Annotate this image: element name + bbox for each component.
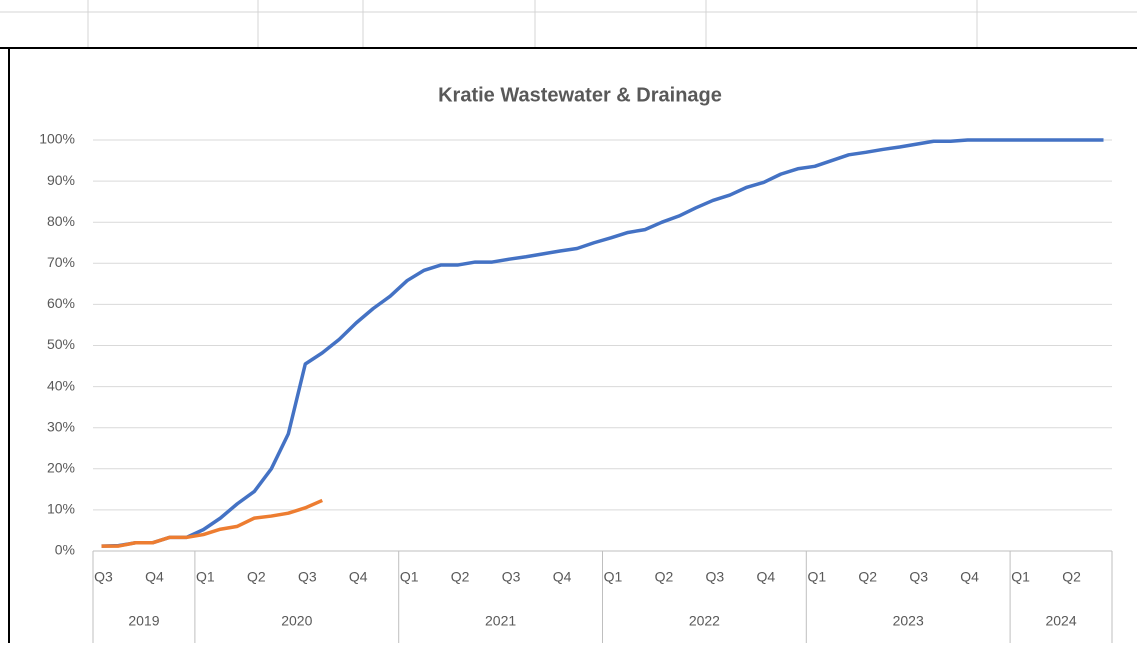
y-tick-label: 100% — [39, 131, 75, 147]
x-group-label: 2019 — [128, 613, 159, 629]
x-tick-label: Q2 — [1062, 569, 1081, 585]
series-line — [101, 138, 1104, 548]
x-tick-label: Q3 — [298, 569, 317, 585]
x-group-label: 2021 — [485, 613, 516, 629]
y-tick-label: 0% — [55, 542, 75, 558]
x-tick-label: Q3 — [94, 569, 113, 585]
x-group-label: 2024 — [1045, 613, 1076, 629]
x-tick-label: Q3 — [706, 569, 725, 585]
x-tick-label: Q2 — [451, 569, 470, 585]
x-tick-label: Q1 — [400, 569, 419, 585]
x-tick-label: Q3 — [909, 569, 928, 585]
y-tick-label: 40% — [47, 377, 75, 393]
x-tick-label: Q4 — [349, 569, 368, 585]
y-tick-label: 20% — [47, 460, 75, 476]
series-line — [101, 498, 323, 548]
x-tick-label: Q1 — [196, 569, 215, 585]
x-group-label: 2023 — [893, 613, 924, 629]
y-tick-label: 50% — [47, 336, 75, 352]
x-tick-label: Q1 — [1011, 569, 1030, 585]
y-tick-label: 10% — [47, 501, 75, 517]
x-tick-label: Q3 — [502, 569, 521, 585]
y-tick-label: 60% — [47, 295, 75, 311]
chart-title: Kratie Wastewater & Drainage — [438, 84, 722, 106]
y-tick-label: 30% — [47, 418, 75, 434]
x-tick-label: Q2 — [655, 569, 674, 585]
x-tick-label: Q4 — [756, 569, 775, 585]
x-tick-label: Q2 — [858, 569, 877, 585]
x-tick-label: Q1 — [807, 569, 826, 585]
y-tick-label: 80% — [47, 213, 75, 229]
x-tick-label: Q4 — [553, 569, 572, 585]
x-tick-label: Q4 — [145, 569, 164, 585]
x-group-label: 2022 — [689, 613, 720, 629]
x-tick-label: Q1 — [604, 569, 623, 585]
y-tick-label: 90% — [47, 172, 75, 188]
y-tick-label: 70% — [47, 254, 75, 270]
sheet-cells — [0, 0, 1137, 48]
x-tick-label: Q2 — [247, 569, 266, 585]
x-tick-label: Q4 — [960, 569, 979, 585]
x-group-label: 2020 — [281, 613, 312, 629]
